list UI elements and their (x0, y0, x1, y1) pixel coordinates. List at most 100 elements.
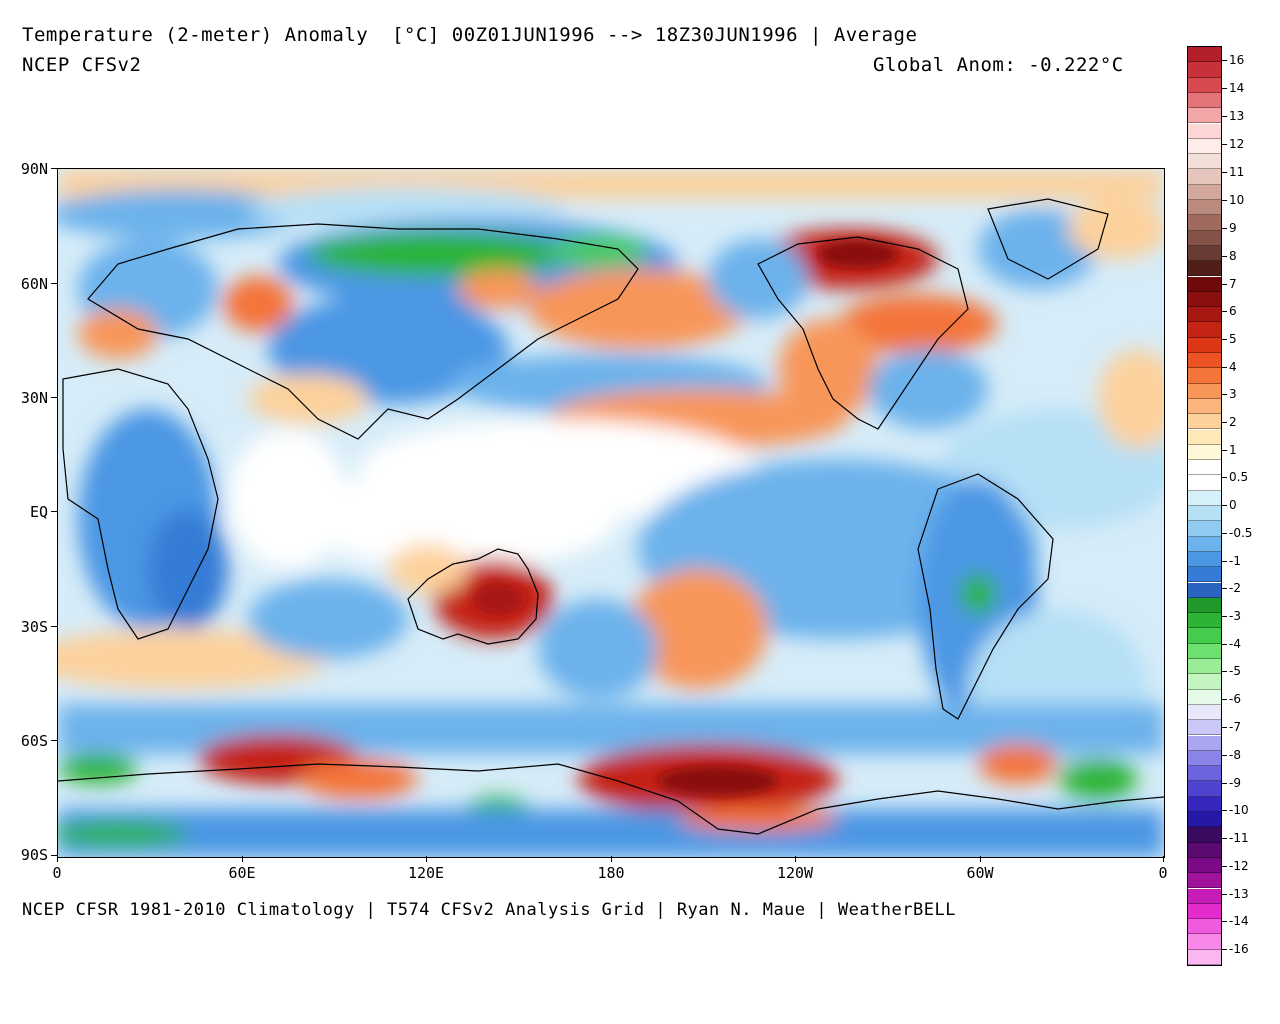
colorbar-swatch (1188, 460, 1221, 476)
colorbar-tick (1221, 505, 1227, 506)
colorbar-tick (1221, 561, 1227, 562)
colorbar-label: 2 (1229, 415, 1237, 429)
colorbar-swatch (1188, 674, 1221, 690)
lon-tick (795, 856, 796, 862)
colorbar-swatch (1188, 659, 1221, 675)
colorbar-label: 16 (1229, 53, 1245, 67)
colorbar-tick (1221, 810, 1227, 811)
lat-label-90n: 90N (20, 160, 48, 178)
colorbar-swatch (1188, 307, 1221, 323)
colorbar-swatch (1188, 628, 1221, 644)
colorbar-swatch (1188, 368, 1221, 384)
lat-label-30s: 30S (20, 618, 48, 636)
colorbar-swatch (1188, 261, 1221, 277)
colorbar-swatch (1188, 704, 1221, 721)
colorbar-tick (1221, 671, 1227, 672)
colorbar-label: -4 (1229, 637, 1241, 651)
lat-label-60n: 60N (20, 275, 48, 293)
colorbar-tick (1221, 866, 1227, 867)
colorbar-label: -14 (1229, 914, 1249, 928)
colorbar-label: -8 (1229, 748, 1241, 762)
colorbar-label: 10 (1229, 193, 1245, 207)
colorbar-label: 12 (1229, 137, 1245, 151)
colorbar-tick (1221, 88, 1227, 89)
colorbar-swatch (1188, 842, 1221, 858)
colorbar-tick (1221, 616, 1227, 617)
colorbar-label: -10 (1229, 803, 1249, 817)
colorbar-swatch (1188, 567, 1221, 583)
colorbar-tick (1221, 727, 1227, 728)
colorbar-label: 9 (1229, 221, 1237, 235)
colorbar-label: -6 (1229, 692, 1241, 706)
lon-tick (611, 856, 612, 862)
colorbar-tick (1221, 228, 1227, 229)
colorbar-tick (1221, 172, 1227, 173)
colorbar-tick (1221, 783, 1227, 784)
colorbar-tick (1221, 311, 1227, 312)
colorbar-swatch (1188, 597, 1221, 614)
colorbar-swatch (1188, 689, 1221, 705)
colorbar-swatch (1188, 322, 1221, 338)
colorbar-swatch (1188, 398, 1221, 415)
colorbar-label: -5 (1229, 664, 1241, 678)
lon-label-0: 0 (52, 864, 62, 882)
colorbar-label: -12 (1229, 859, 1249, 873)
colorbar-label: 14 (1229, 81, 1245, 95)
colorbar-label: -1 (1229, 554, 1241, 568)
colorbar-tick (1221, 60, 1227, 61)
colorbar-swatch (1188, 154, 1221, 170)
colorbar-label: -2 (1229, 581, 1241, 595)
colorbar-label: 0 (1229, 498, 1237, 512)
colorbar-label: 3 (1229, 387, 1237, 401)
lon-label-120w: 120W (776, 864, 814, 882)
colorbar-swatch (1188, 475, 1221, 491)
lon-label-60w: 60W (966, 864, 994, 882)
colorbar-swatch (1188, 138, 1221, 155)
colorbar-swatch (1188, 184, 1221, 200)
colorbar-swatch (1188, 536, 1221, 552)
lon-tick (1163, 856, 1164, 862)
colorbar-swatch (1188, 92, 1221, 109)
colorbar-swatch (1188, 750, 1221, 767)
lat-tick (51, 740, 57, 741)
colorbar-tick (1221, 450, 1227, 451)
colorbar-label: -13 (1229, 887, 1249, 901)
colorbar-tick (1221, 699, 1227, 700)
colorbar-label: -11 (1229, 831, 1249, 845)
colorbar-swatch (1188, 521, 1221, 537)
colorbar-tick (1221, 256, 1227, 257)
colorbar-label: 8 (1229, 249, 1237, 263)
lat-label-90s: 90S (20, 846, 48, 864)
colorbar-swatch (1188, 781, 1221, 797)
colorbar-tick (1221, 838, 1227, 839)
colorbar-tick (1221, 284, 1227, 285)
colorbar-tick (1221, 949, 1227, 950)
lon-tick (242, 856, 243, 862)
colorbar-tick (1221, 367, 1227, 368)
lat-tick (51, 397, 57, 398)
colorbar-label: 7 (1229, 277, 1237, 291)
colorbar-swatch (1188, 735, 1221, 751)
lon-label-180: 180 (597, 864, 625, 882)
colorbar-swatch (1188, 337, 1221, 353)
colorbar-swatch (1188, 720, 1221, 736)
lon-label-120e: 120E (407, 864, 445, 882)
colorbar-swatch (1188, 77, 1221, 93)
anomaly-map (57, 168, 1165, 858)
colorbar-tick (1221, 921, 1227, 922)
lon-tick (57, 856, 58, 862)
lat-label-60s: 60S (20, 732, 48, 750)
colorbar-swatch (1188, 353, 1221, 369)
colorbar-swatch (1188, 643, 1221, 659)
colorbar-swatch (1188, 444, 1221, 461)
colorbar-swatch (1188, 827, 1221, 843)
colorbar-swatch (1188, 873, 1221, 889)
colorbar-swatch (1188, 123, 1221, 139)
lon-label-0-right: 0 (1158, 864, 1168, 882)
colorbar-swatch (1188, 200, 1221, 216)
colorbar-swatch (1188, 857, 1221, 874)
colorbar (1187, 46, 1222, 966)
lat-tick (51, 168, 57, 169)
colorbar-swatch (1188, 949, 1221, 965)
colorbar-label: 4 (1229, 360, 1237, 374)
